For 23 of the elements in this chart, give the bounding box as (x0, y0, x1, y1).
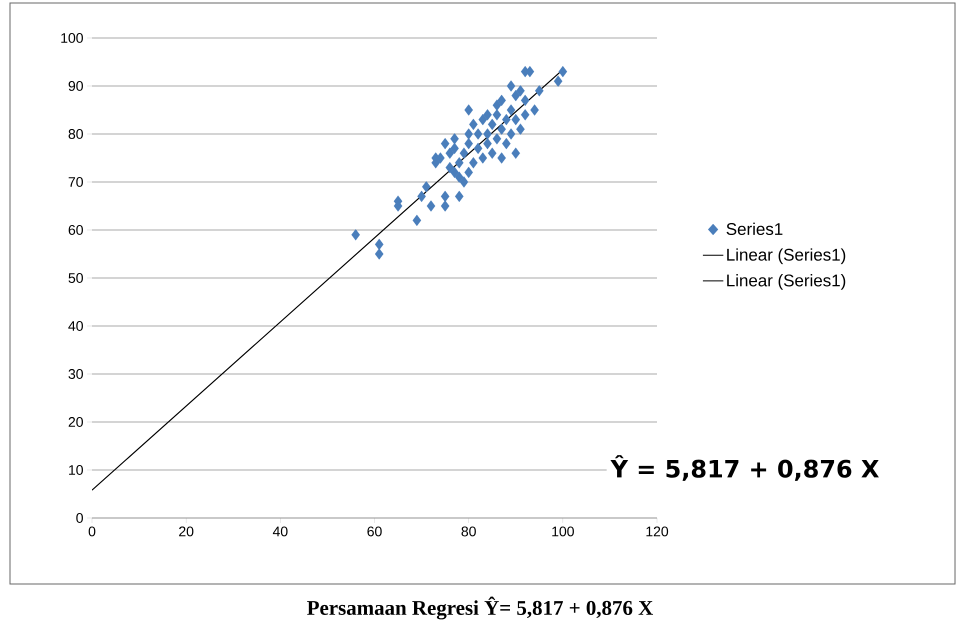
y-tick-label: 40 (68, 321, 83, 331)
y-tick-label: 70 (68, 177, 83, 187)
x-tick-label: 0 (88, 526, 96, 536)
y-tick-label: 0 (76, 513, 83, 523)
x-tick-label: 100 (552, 526, 574, 536)
x-tick-label: 120 (646, 526, 668, 536)
x-tick-label: 60 (367, 526, 382, 536)
y-tick-label: 20 (68, 417, 83, 427)
legend-label: Series1 (726, 222, 782, 236)
legend-label: Linear (Series1) (727, 248, 846, 264)
y-tick-label: 10 (69, 465, 83, 475)
y-tick-label: 80 (68, 129, 83, 139)
y-tick-label: 90 (68, 81, 83, 91)
x-tick-label: 40 (272, 526, 288, 536)
y-tick-label: 60 (68, 225, 83, 235)
text: Persamaan Regresi Ŷ= 5,817 + 0,876 X (307, 596, 654, 620)
annotation: Ŷ = 5,817 + 0,876 X (610, 455, 879, 481)
x-tick-label: 80 (462, 526, 476, 536)
legend-label: Linear (Series1) (727, 274, 846, 290)
x-tick-label: 20 (179, 526, 194, 536)
y-tick-label: 50 (68, 273, 83, 283)
y-tick-label: 30 (68, 369, 83, 379)
y-tick-label: 100 (61, 33, 83, 43)
